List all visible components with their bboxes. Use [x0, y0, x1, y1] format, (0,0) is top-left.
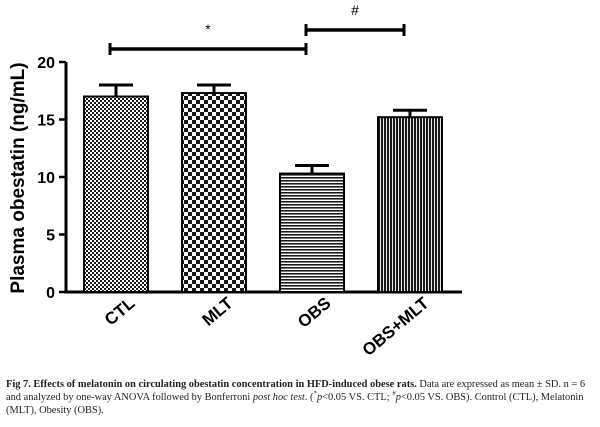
caption-hash-symbol: # — [392, 389, 396, 398]
bar-obs-mlt — [377, 116, 443, 293]
bar-obs — [279, 172, 345, 293]
x-tick-labels: CTL MLT OBS OBS+MLT — [101, 293, 433, 360]
caption-p: p — [395, 392, 401, 403]
error-bars — [99, 83, 427, 174]
caption-title: Fig 7. Effects of melatonin on circulati… — [6, 379, 417, 390]
bars — [83, 92, 443, 293]
y-tick-label: 0 — [46, 285, 55, 302]
bar-ctl — [83, 95, 149, 293]
y-tick-label: 10 — [37, 170, 55, 187]
bar-mlt — [181, 92, 247, 293]
x-tick-label: OBS — [294, 294, 334, 332]
significance-label: # — [351, 2, 359, 18]
significance-brackets: *# — [108, 2, 406, 55]
x-tick-label: MLT — [199, 293, 237, 330]
y-axis-label: Plasma obestatin (ng/mL) — [8, 62, 29, 293]
caption-text: <0.05 VS. OBS). Control (CTL), Melatonin… — [6, 392, 584, 416]
caption-star-symbol: * — [313, 389, 317, 398]
y-tick-label: 15 — [37, 113, 55, 130]
figure-caption: Fig 7. Effects of melatonin on circulati… — [6, 378, 594, 417]
y-tick-label: 5 — [46, 228, 55, 245]
x-tick-label: CTL — [101, 294, 139, 330]
x-tick-label: OBS+MLT — [359, 293, 433, 360]
caption-text: Data are expressed as mean ± SD. n = 6 a… — [6, 379, 586, 403]
y-tick-label: 20 — [37, 55, 55, 72]
significance-label: * — [205, 21, 211, 37]
caption-posthoc: post hoc test — [252, 392, 305, 403]
caption-text: <0.05 VS. CTL; — [322, 392, 393, 403]
caption-p: p — [316, 392, 323, 403]
caption-text: . ( — [304, 392, 314, 403]
